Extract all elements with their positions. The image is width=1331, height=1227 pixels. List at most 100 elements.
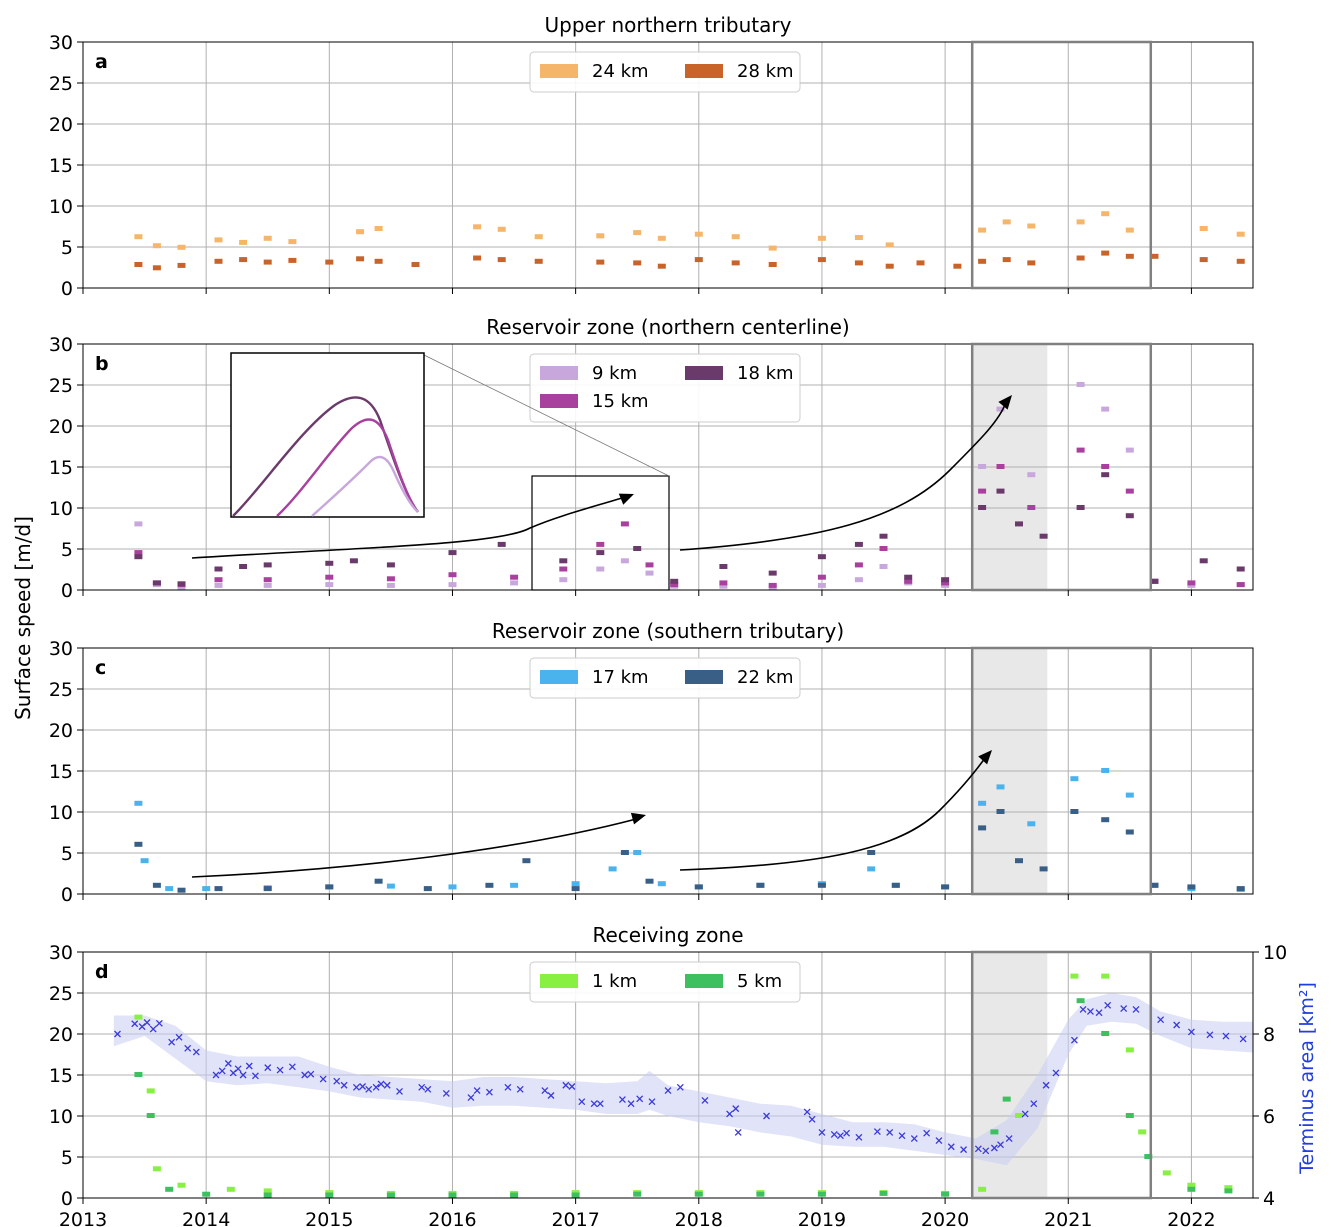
terminus-area-uncertainty-band — [113, 993, 1253, 1166]
data-point — [904, 578, 913, 584]
terminus-marker — [1079, 1005, 1087, 1013]
data-point — [596, 541, 605, 547]
data-point — [817, 1191, 826, 1197]
data-point — [1224, 1185, 1233, 1191]
data-point — [448, 582, 457, 588]
data-point — [941, 577, 950, 583]
data-point — [596, 550, 605, 556]
data-point — [694, 231, 703, 237]
data-point — [879, 533, 888, 539]
data-point — [996, 488, 1005, 494]
data-point — [1199, 558, 1208, 564]
terminus-area-series — [114, 1001, 1247, 1155]
data-point — [288, 257, 297, 263]
data-point — [152, 243, 161, 249]
terminus-marker — [664, 1087, 672, 1095]
y-tick-label: 0 — [61, 278, 73, 300]
data-point — [694, 884, 703, 890]
x-tick-label: 2019 — [798, 1209, 846, 1227]
terminus-marker — [372, 1083, 380, 1091]
terminus-marker — [333, 1077, 341, 1085]
y-tick-label: 20 — [49, 114, 73, 136]
terminus-marker — [155, 1019, 163, 1027]
data-point — [134, 841, 143, 847]
data-point — [510, 1192, 519, 1198]
legend-swatch — [540, 64, 578, 78]
legend-swatch — [685, 366, 723, 380]
data-point — [904, 574, 913, 580]
data-point — [134, 1072, 143, 1077]
highlight-box — [970, 342, 1153, 592]
legend-box — [529, 961, 801, 1003]
data-point — [1101, 1031, 1110, 1036]
terminus-marker — [245, 1062, 253, 1070]
x-tick-label: 2022 — [1167, 1209, 1215, 1227]
data-point — [633, 260, 642, 266]
terminus-marker — [990, 1144, 998, 1152]
arrow-head — [998, 395, 1012, 410]
data-point — [885, 242, 894, 248]
data-point — [596, 259, 605, 265]
y-tick-label: 25 — [49, 983, 73, 1005]
x-tick-label: 2018 — [675, 1209, 723, 1227]
data-point — [854, 577, 863, 583]
highlight-box — [970, 40, 1153, 290]
terminus-marker — [1095, 1009, 1103, 1017]
panel-letter: a — [95, 51, 108, 73]
data-point — [891, 882, 900, 888]
data-point — [571, 1192, 580, 1198]
terminus-marker — [175, 1033, 183, 1041]
terminus-marker — [473, 1087, 481, 1095]
data-point — [510, 580, 519, 586]
terminus-marker — [618, 1096, 626, 1104]
y-tick-label: 5 — [61, 1147, 73, 1169]
data-point — [657, 235, 666, 241]
terminus-marker — [886, 1128, 894, 1136]
terminus-marker — [568, 1083, 576, 1090]
data-point — [534, 258, 543, 264]
data-point — [633, 1191, 642, 1197]
y-tick-label: 5 — [61, 237, 73, 259]
terminus-marker — [1132, 1005, 1140, 1013]
terminus-marker — [383, 1081, 391, 1089]
arrow-head — [618, 493, 634, 505]
terminus-marker — [131, 1020, 139, 1028]
data-point — [633, 850, 642, 855]
data-point — [879, 564, 888, 569]
data-point — [1101, 817, 1110, 823]
data-point — [756, 1191, 765, 1197]
data-point — [1187, 884, 1196, 890]
terminus-marker — [855, 1133, 863, 1141]
terminus-marker — [234, 1065, 242, 1073]
legend-label: 9 km — [592, 363, 637, 384]
data-point — [349, 558, 358, 564]
series-18-km — [134, 472, 1245, 587]
x-tick-label: 2021 — [1044, 1209, 1092, 1227]
data-point — [719, 564, 728, 569]
data-point — [1015, 1113, 1023, 1118]
data-point — [510, 882, 519, 888]
legend-label: 15 km — [592, 391, 649, 412]
terminus-marker — [1070, 1036, 1078, 1044]
y-tick-label: 15 — [49, 457, 73, 479]
data-point — [165, 1186, 174, 1192]
data-point — [152, 265, 161, 271]
y-tick-label: 15 — [49, 1065, 73, 1087]
terminus-marker — [212, 1071, 220, 1079]
legend-box — [529, 353, 801, 423]
legend-box — [529, 657, 801, 699]
data-point — [497, 541, 506, 547]
legend-label: 22 km — [737, 667, 794, 688]
legend-label: 18 km — [737, 363, 794, 384]
terminus-marker — [485, 1088, 493, 1096]
legend-swatch — [540, 394, 578, 408]
data-point — [1076, 505, 1085, 510]
data-point — [263, 259, 272, 265]
data-point — [768, 570, 777, 576]
terminus-marker — [648, 1098, 656, 1106]
terminus-marker — [377, 1080, 385, 1088]
data-point — [288, 239, 297, 245]
arrow-head — [630, 812, 646, 825]
data-point — [1150, 882, 1159, 888]
data-point — [1076, 255, 1085, 261]
